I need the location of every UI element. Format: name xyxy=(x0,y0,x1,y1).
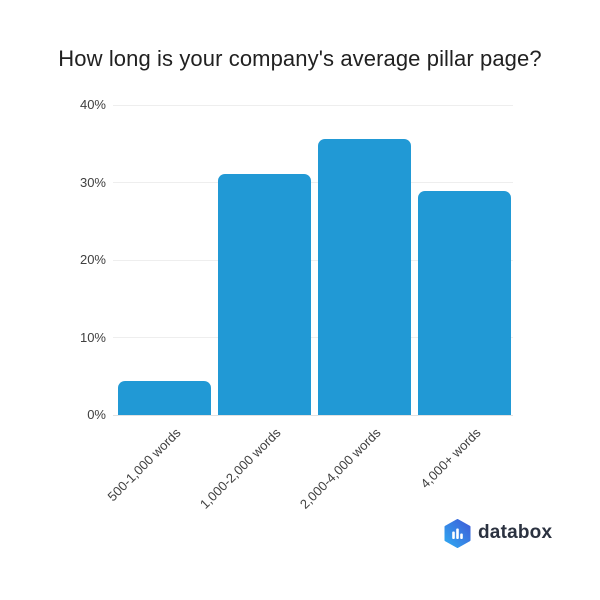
x-tick-label-3: 2,000-4,000 words xyxy=(296,425,384,512)
x-tick-label-2: 1,000-2,000 words xyxy=(196,425,284,512)
y-tick-label-10: 10% xyxy=(79,329,106,345)
gridline-0 xyxy=(113,414,513,416)
logo-mini-bars xyxy=(452,528,463,539)
databox-logo: databox xyxy=(444,518,552,548)
databox-logo-icon xyxy=(444,518,471,548)
y-tick-label-20: 20% xyxy=(79,252,106,267)
x-tick-label-1: 500-1,000 words xyxy=(104,425,184,505)
y-tick-label-40: 40% xyxy=(79,97,106,112)
bar-500-1-000-words xyxy=(117,381,211,415)
y-tick-label-30: 30% xyxy=(79,174,106,190)
bar-chart-plot-area xyxy=(113,104,513,416)
y-tick-label-0: 0% xyxy=(87,407,106,422)
gridline-10 xyxy=(113,337,513,338)
gridline-20 xyxy=(113,259,513,261)
gridline-30 xyxy=(113,182,513,183)
bar-4-000+-words xyxy=(417,191,511,415)
databox-logo-text: databox xyxy=(478,522,553,543)
bar-2-000-4-000-words xyxy=(317,139,411,415)
bar-1-000-2-000-words xyxy=(217,174,311,415)
chart-title: How long is your company's average pilla… xyxy=(58,46,542,71)
gridline-40 xyxy=(113,104,513,106)
